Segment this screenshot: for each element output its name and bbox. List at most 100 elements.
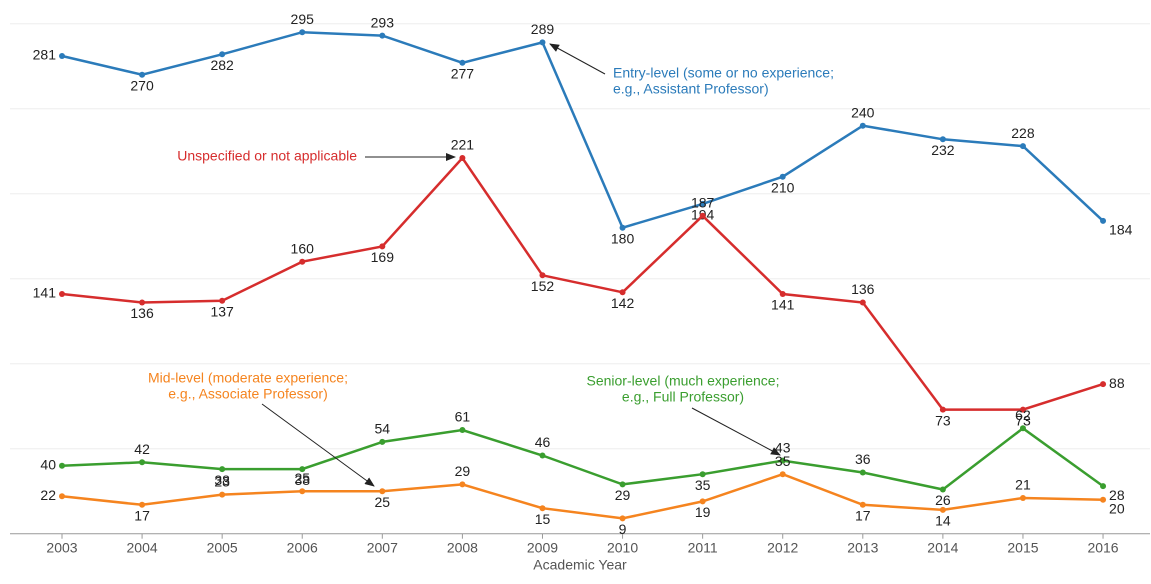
data-label: 141: [771, 297, 795, 313]
point: [859, 122, 866, 129]
data-label: 9: [619, 521, 627, 537]
point: [139, 459, 146, 466]
point: [1019, 143, 1026, 150]
data-label: 36: [855, 451, 871, 467]
data-label: 136: [851, 281, 875, 297]
data-label: 28: [1109, 487, 1125, 503]
point: [779, 291, 786, 297]
data-label: 23: [214, 473, 230, 489]
x-tick-label: 2006: [287, 539, 318, 555]
annotation: Senior-level (much experience;: [587, 373, 780, 389]
data-label: 160: [291, 240, 315, 256]
point: [219, 466, 226, 473]
data-label: 14: [935, 513, 951, 529]
point: [539, 452, 546, 459]
data-label: 25: [294, 470, 310, 486]
point: [539, 272, 546, 279]
point: [219, 51, 226, 58]
point: [779, 471, 786, 478]
point: [939, 486, 946, 493]
series-line: [61, 155, 1104, 411]
x-tick-label: 2011: [688, 539, 718, 555]
data-label: 137: [210, 304, 234, 320]
data-label: 169: [371, 249, 395, 265]
data-label: 38: [294, 472, 310, 488]
data-label: 293: [371, 14, 395, 30]
data-label: 221: [451, 137, 475, 153]
data-label: 281: [33, 47, 57, 63]
data-label: 62: [1015, 407, 1031, 423]
x-tick-label: 2012: [767, 539, 798, 555]
point: [939, 506, 946, 513]
data-label: 15: [535, 511, 551, 527]
data-label: 19: [695, 504, 711, 520]
data-label: 136: [130, 305, 154, 321]
point: [59, 462, 65, 469]
annotation: e.g., Full Professor): [622, 389, 744, 405]
data-label: 73: [1015, 412, 1031, 428]
x-tick-label: 2016: [1087, 539, 1118, 555]
data-label: 295: [291, 11, 315, 27]
data-label: 20: [1109, 500, 1125, 516]
point: [1100, 381, 1107, 388]
series-line: [61, 426, 1104, 491]
series-line: [61, 472, 1104, 520]
x-tick-label: 2009: [527, 539, 558, 555]
point: [619, 224, 626, 231]
point: [219, 297, 226, 304]
x-tick-label: 2003: [46, 539, 77, 555]
data-label: 232: [931, 142, 955, 158]
data-label: 21: [1015, 477, 1031, 493]
data-label: 42: [134, 441, 150, 457]
point: [619, 515, 626, 522]
data-label: 26: [935, 492, 951, 508]
point: [139, 299, 146, 306]
data-label: 35: [775, 453, 791, 469]
data-label: 152: [531, 278, 555, 294]
point: [779, 457, 786, 464]
data-label: 35: [695, 477, 711, 493]
x-tick-label: 2010: [607, 539, 638, 555]
data-label: 289: [531, 21, 555, 37]
data-label: 29: [615, 487, 631, 503]
data-label: 38: [214, 472, 230, 488]
point: [699, 471, 706, 478]
data-label: 282: [210, 57, 234, 73]
point: [539, 39, 546, 46]
data-label: 228: [1011, 125, 1035, 141]
data-label: 184: [1109, 222, 1133, 238]
series-line: [61, 30, 1104, 230]
data-label: 142: [611, 295, 635, 311]
point: [859, 299, 866, 306]
x-tick-label: 2015: [1007, 539, 1038, 555]
point: [699, 498, 706, 505]
point: [299, 258, 306, 265]
point: [1100, 496, 1107, 503]
point: [939, 136, 946, 143]
point: [59, 291, 65, 297]
data-label: 277: [451, 66, 475, 82]
annotation: Mid-level (moderate experience;: [148, 370, 348, 386]
point: [299, 488, 306, 495]
point: [59, 53, 65, 59]
data-label: 187: [691, 195, 715, 211]
data-label: 40: [40, 456, 56, 472]
annotation-arrow: [261, 403, 375, 487]
point: [459, 155, 466, 161]
data-label: 17: [134, 508, 150, 524]
point: [1019, 495, 1026, 501]
point: [139, 71, 146, 78]
point: [1100, 483, 1107, 490]
point: [139, 501, 146, 508]
point: [539, 505, 546, 512]
data-label: 180: [611, 230, 635, 246]
point: [219, 491, 226, 498]
point: [459, 59, 466, 66]
point: [379, 438, 386, 445]
data-label: 73: [935, 412, 951, 428]
data-label: 61: [455, 409, 471, 425]
annotation: e.g., Assistant Professor): [613, 81, 769, 97]
point: [939, 406, 946, 413]
x-tick-label: 2004: [127, 539, 158, 555]
